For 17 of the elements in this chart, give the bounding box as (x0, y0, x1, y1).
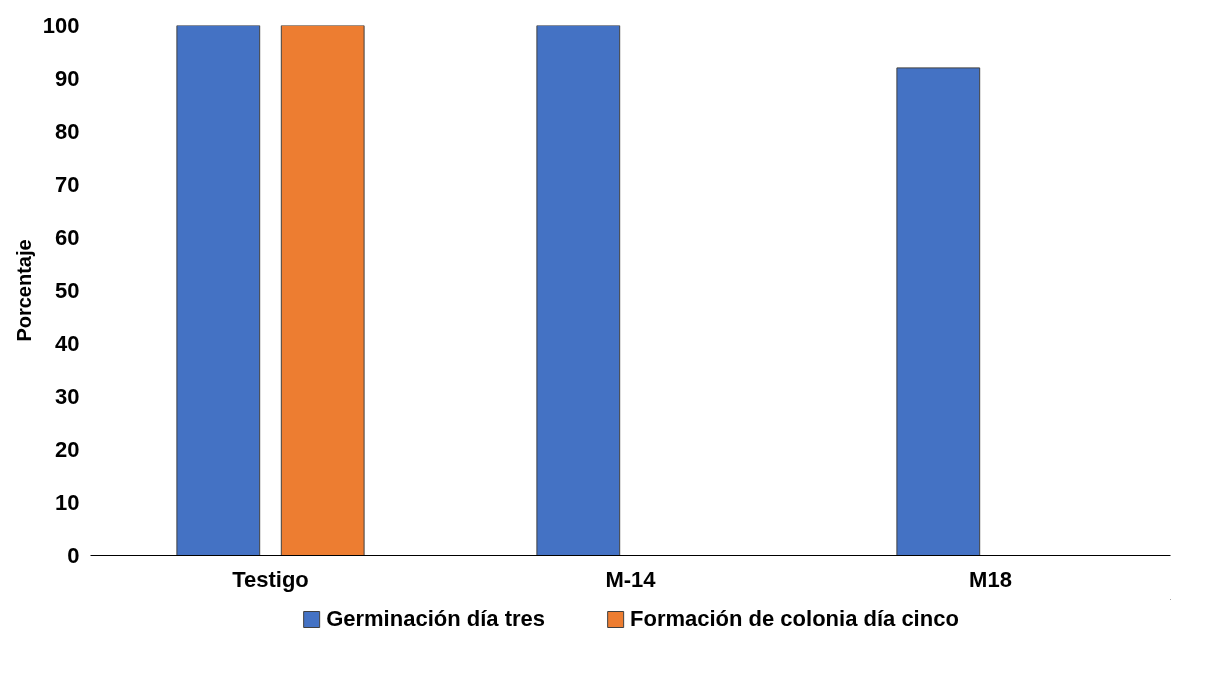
y-tick-label: 30 (55, 384, 80, 409)
y-tick-label: 10 (55, 490, 80, 515)
y-axis-title: Porcentaje (12, 239, 35, 342)
y-tick-label: 90 (55, 66, 80, 91)
y-tick-label: 50 (55, 278, 80, 303)
y-tick-label: 100 (42, 13, 80, 38)
y-tick-label: 0 (67, 543, 80, 568)
x-tick-label: M18 (969, 566, 1012, 592)
y-tick-label: 80 (55, 119, 80, 144)
y-tick-label: 40 (55, 331, 80, 356)
y-tick-label: 60 (55, 225, 80, 250)
y-tick-label: 70 (55, 172, 80, 197)
y-tick-label: 20 (55, 437, 80, 462)
legend-label: Germinación día tres (326, 606, 546, 632)
x-tick-label: M-14 (605, 566, 657, 592)
x-tick-label: Testigo (232, 566, 309, 592)
legend-label: Formación de colonia día cinco (630, 606, 959, 632)
